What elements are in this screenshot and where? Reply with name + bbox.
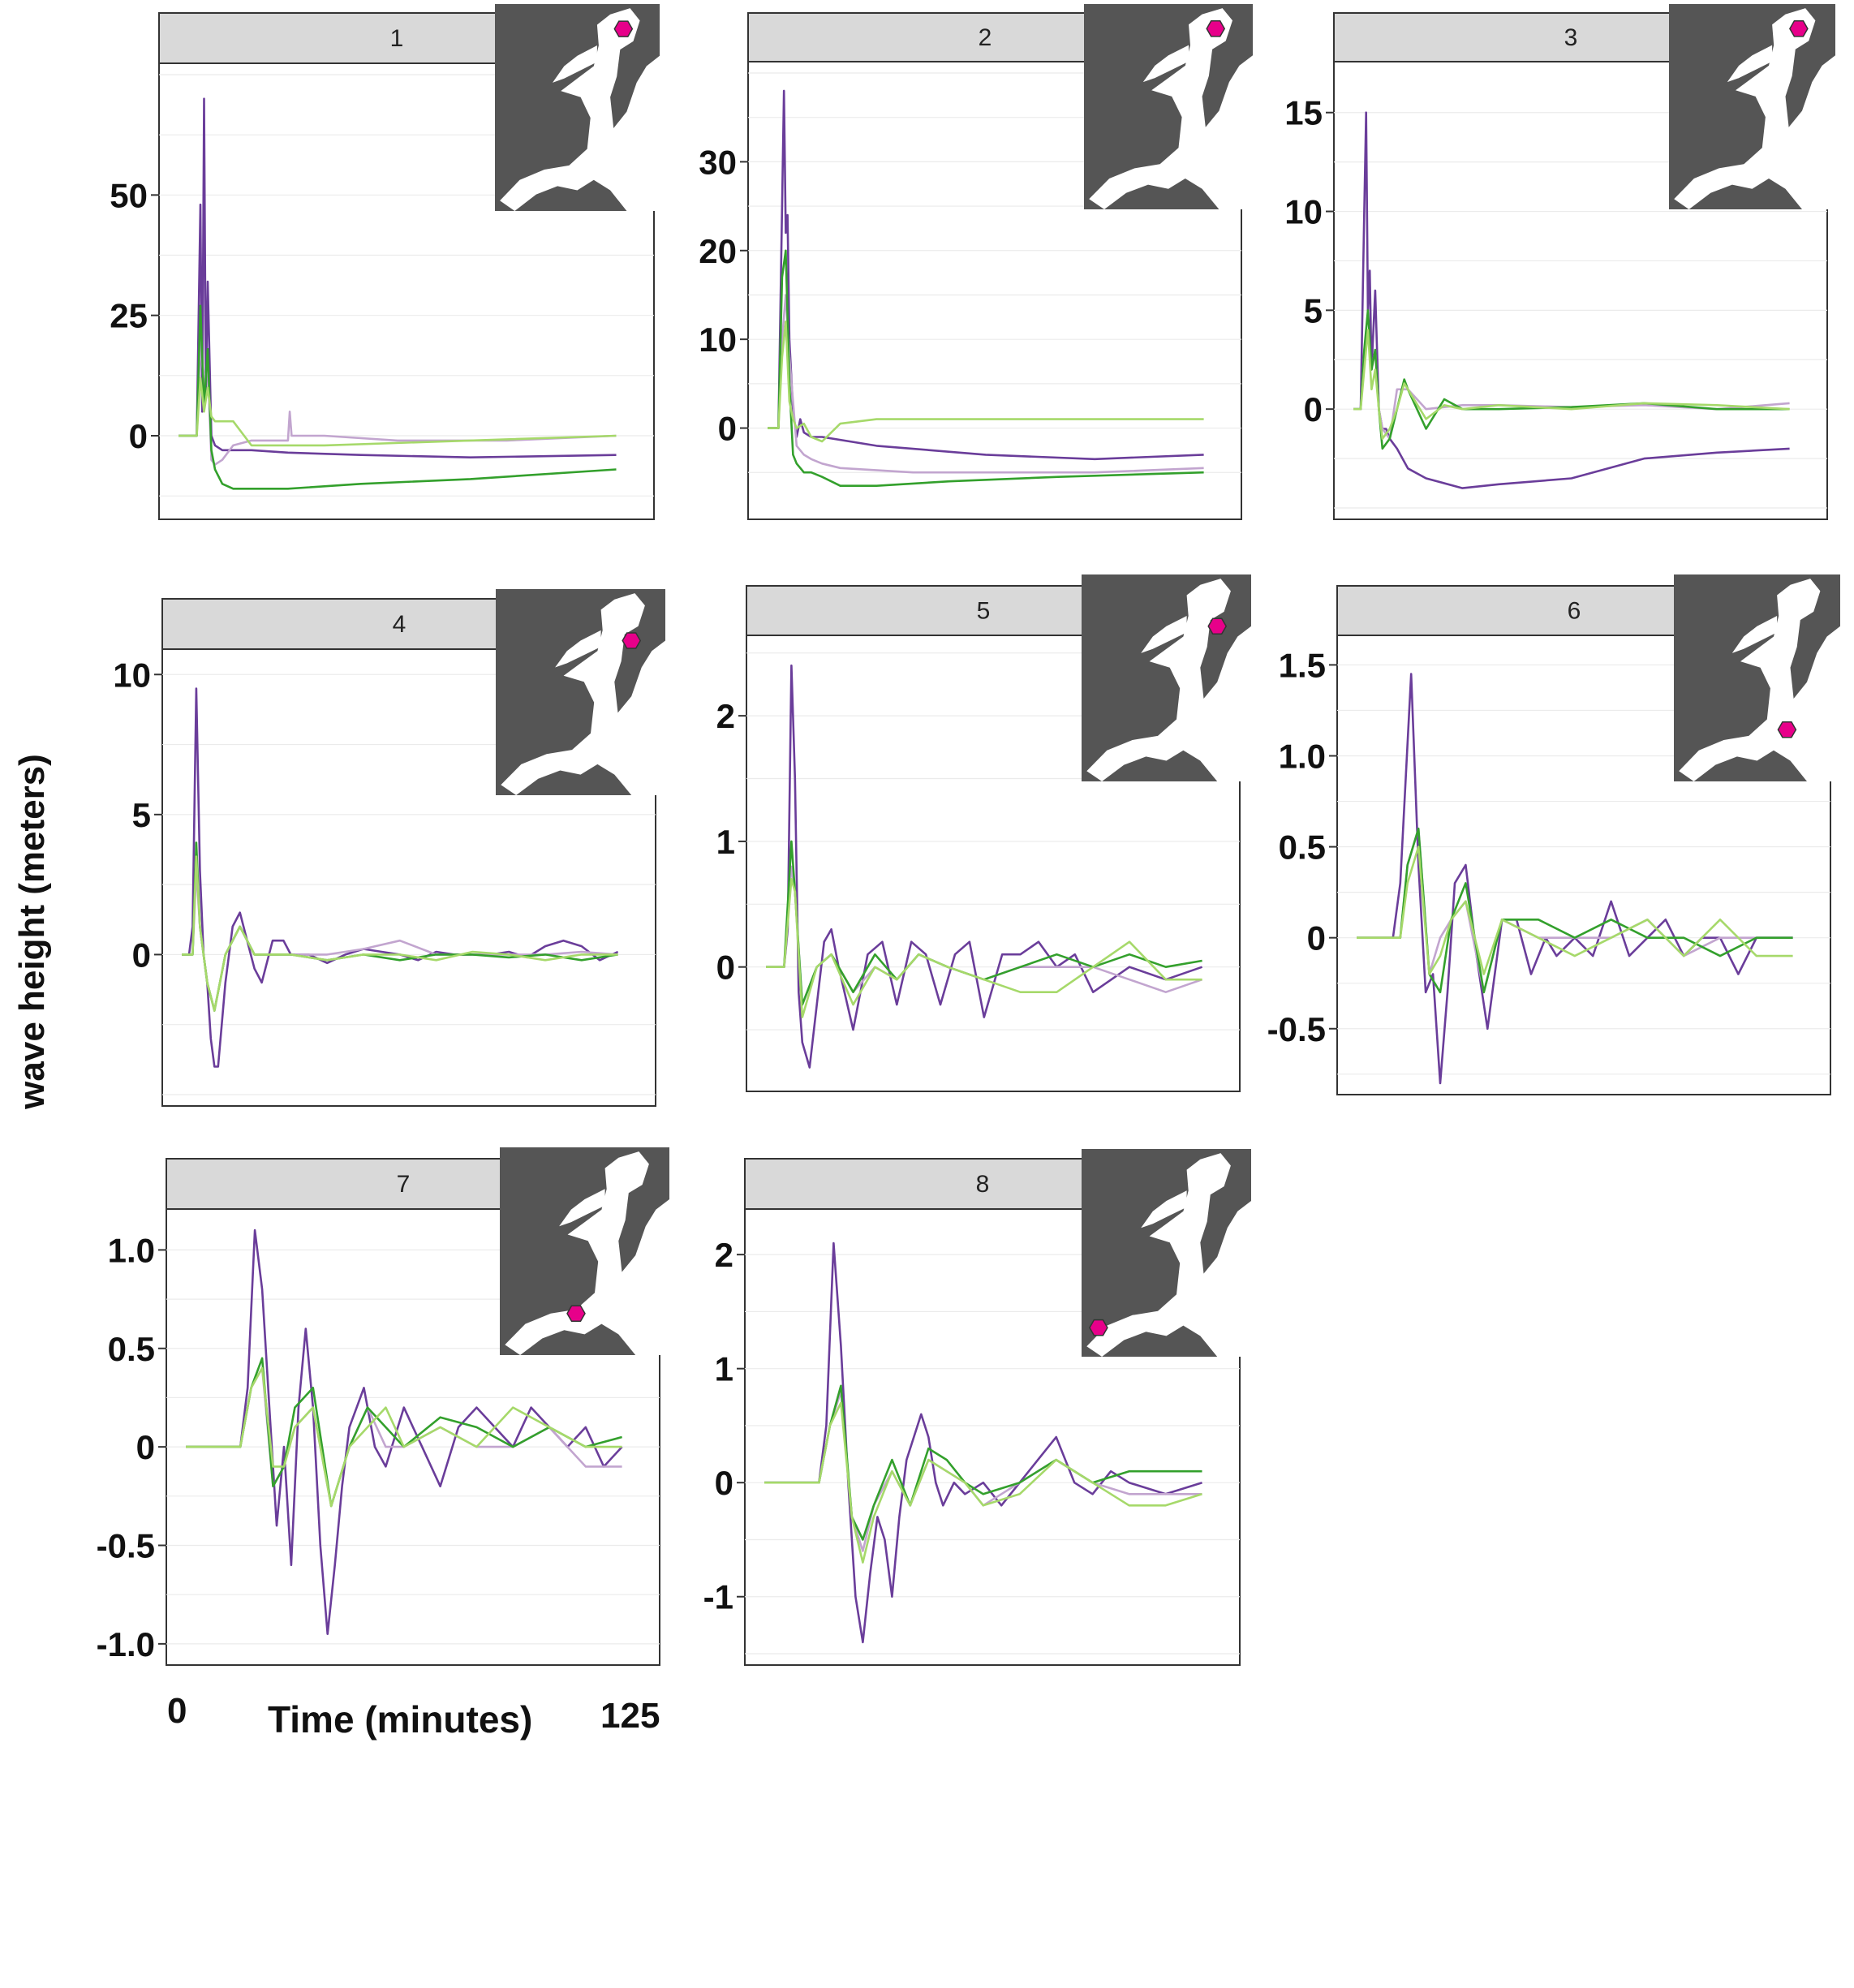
inset-map-land — [1674, 8, 1835, 209]
series-line — [1357, 846, 1793, 975]
y-tick-label: 1 — [715, 1350, 733, 1388]
series-line — [1353, 329, 1790, 440]
inset-map-land — [1089, 8, 1253, 209]
inset-map-land-arm — [559, 1189, 605, 1227]
location-marker-icon — [1089, 1319, 1108, 1336]
y-tick-label: 1.0 — [1279, 738, 1326, 776]
inset-map — [1674, 574, 1840, 781]
series-line — [1353, 111, 1790, 489]
series-line — [1357, 827, 1793, 994]
location-marker-icon — [622, 632, 642, 649]
y-tick-label: 0 — [1304, 390, 1323, 428]
y-tick-label: -0.5 — [1267, 1010, 1326, 1048]
location-marker-icon — [1207, 617, 1228, 635]
y-tick-label: 5 — [132, 796, 151, 834]
y-tick-label: 0.5 — [1279, 828, 1326, 867]
series-line — [179, 304, 617, 490]
inset-map-land-arm — [1141, 616, 1187, 653]
y-axis-label: wave height (meters) — [12, 754, 52, 1109]
y-tick-label: 0 — [136, 1428, 155, 1466]
y-tick-label: 2 — [715, 1236, 733, 1274]
y-tick-label: 0 — [716, 949, 735, 987]
location-marker-icon — [1777, 721, 1797, 738]
panel-8: 8 -1 0 1 2 — [703, 1149, 1251, 1666]
y-tick-label: 0 — [1307, 919, 1326, 957]
y-tick-label: 0 — [129, 417, 148, 455]
y-tick-label: 5 — [1304, 291, 1323, 329]
series-line — [764, 1401, 1202, 1564]
inset-map-land — [1086, 579, 1251, 781]
series-line — [768, 249, 1204, 487]
inset-map — [1082, 1149, 1251, 1357]
panel-title: 2 — [979, 24, 992, 51]
inset-map-land — [1086, 1153, 1251, 1357]
panel-title: 1 — [390, 25, 404, 52]
series-line — [768, 294, 1204, 474]
series-line — [179, 377, 617, 447]
x-axis-label: Time (minutes) — [268, 1698, 533, 1741]
series-line — [766, 878, 1202, 1018]
y-tick-label: 10 — [113, 656, 151, 694]
panel-3: 3 0 5 10 15 — [1284, 4, 1835, 520]
y-tick-label: -1 — [703, 1578, 733, 1616]
inset-map-land-arm — [1141, 1190, 1187, 1229]
inset-map-land — [1679, 579, 1840, 781]
inset-map — [495, 4, 660, 211]
panel-title: 8 — [976, 1171, 990, 1198]
y-tick-label: 0 — [715, 1464, 733, 1502]
inset-map — [500, 1147, 669, 1355]
inset-map-land-arm — [553, 45, 597, 83]
panel-title: 4 — [393, 611, 407, 638]
y-tick-label: 0.5 — [108, 1330, 155, 1368]
y-tick-label: 0 — [132, 936, 151, 974]
panel-1: 1 0 25 50 — [110, 4, 660, 520]
series-line — [186, 1366, 622, 1508]
y-tick-label: 20 — [699, 232, 737, 270]
panel-title: 5 — [977, 598, 991, 625]
inset-map-land-arm — [1142, 45, 1189, 83]
y-tick-label: 30 — [699, 143, 737, 181]
inset-map — [1082, 574, 1251, 781]
y-tick-label: 0 — [718, 410, 737, 448]
inset-map-land — [505, 1151, 669, 1355]
inset-map-land-arm — [555, 630, 601, 668]
inset-map — [1084, 4, 1253, 209]
inset-map-land-arm — [1727, 45, 1773, 83]
panel-title: 7 — [397, 1171, 411, 1198]
y-tick-label: 1 — [716, 823, 735, 861]
panel-title: 3 — [1564, 24, 1578, 51]
location-marker-icon — [566, 1305, 586, 1323]
panel-6: 6 -0.5 0 0.5 1.0 1.5 — [1267, 574, 1840, 1095]
location-marker-icon — [1789, 20, 1809, 37]
y-tick-label: 1.0 — [108, 1231, 155, 1269]
y-tick-label: 25 — [110, 297, 148, 335]
y-tick-label: 1.5 — [1279, 646, 1326, 684]
y-tick-label: -0.5 — [97, 1527, 155, 1565]
location-marker-icon — [613, 20, 634, 37]
inset-map — [1669, 4, 1835, 209]
y-tick-label: 10 — [1284, 193, 1323, 231]
panel-5: 5 0 1 2 — [716, 574, 1251, 1092]
panel-title: 6 — [1568, 598, 1581, 625]
x-tick-label-end: 125 — [600, 1696, 660, 1736]
y-tick-label: -1.0 — [97, 1625, 155, 1663]
location-marker-icon — [1206, 20, 1226, 37]
y-tick-label: 2 — [716, 697, 735, 735]
x-tick-label-start: 0 — [167, 1691, 187, 1731]
panel-7: 7 -1.0 -0.5 0 0.5 1.0 — [97, 1147, 669, 1666]
series-line — [768, 321, 1204, 443]
y-tick-label: 10 — [699, 321, 737, 359]
inset-map-land — [501, 593, 665, 795]
panel-4: 4 0 5 10 — [113, 589, 665, 1107]
inset-map-land — [500, 8, 660, 211]
series-line — [182, 855, 618, 1012]
y-tick-label: 50 — [110, 176, 148, 214]
series-line — [766, 664, 1203, 1069]
y-tick-label: 15 — [1284, 94, 1323, 132]
inset-map — [496, 589, 665, 795]
inset-map-land-arm — [1731, 616, 1778, 653]
